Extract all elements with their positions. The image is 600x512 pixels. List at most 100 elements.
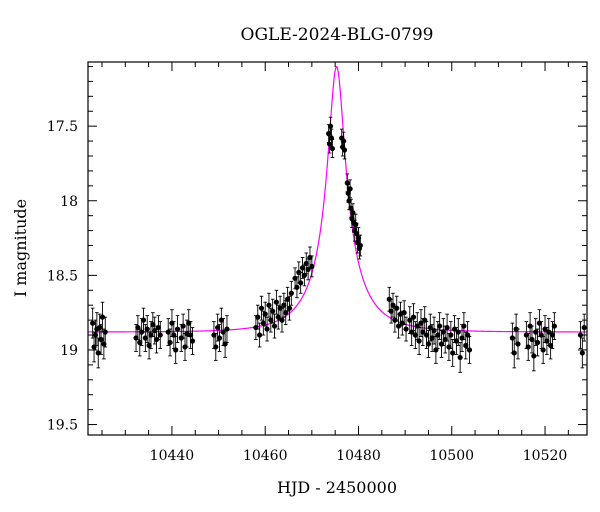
data-point [288,290,294,296]
data-point [453,338,460,344]
data-point [401,310,407,316]
data-point [427,324,433,331]
data-point [224,326,230,332]
axis-ticks-layer: 10440 10460 10480 10500 10520 17.5 18 18.5 19 19.… [47,62,587,464]
data-point [139,329,145,335]
data-point [403,326,409,332]
data-point [309,263,315,270]
data-point [260,320,266,326]
data-point [386,296,392,302]
x-tick-label: 10480 [336,448,381,464]
data-point [431,327,437,334]
model-curve-layer [87,66,587,333]
data-points-layer [90,116,587,373]
data-point [102,329,108,335]
data-point [155,324,162,331]
data-point [429,335,435,341]
data-point [182,344,188,350]
chart-title: OGLE-2024-BLG-0799 [241,25,434,45]
data-point [534,339,541,346]
data-point [277,305,283,311]
y-tick-label: 18.5 [47,268,78,284]
data-point [425,341,432,347]
data-point [327,123,334,129]
data-point [395,323,402,329]
data-point [150,321,156,328]
x-tick-label: 10520 [523,448,568,464]
data-point [416,338,422,344]
y-tick-label: 19.5 [47,418,78,434]
data-point [153,336,160,343]
data-point [450,350,456,356]
data-point [440,329,446,335]
data-point [268,317,274,323]
data-point [285,296,291,302]
data-point [326,141,333,147]
data-point [461,323,467,329]
data-point [180,323,186,329]
data-point [294,284,300,290]
data-point [388,308,394,314]
data-point [412,332,418,338]
data-point [152,327,158,334]
data-point [546,329,552,335]
data-point [275,314,281,320]
x-tick-label: 10440 [150,448,195,464]
data-point [579,350,585,356]
data-point [527,323,533,329]
x-tick-label: 10460 [243,448,288,464]
data-point [187,332,194,338]
x-tick-label: 10500 [429,448,474,464]
data-point [286,305,293,311]
data-point [173,347,179,353]
data-point [341,147,348,153]
data-point [390,302,396,308]
data-point [167,339,173,346]
y-tick-label: 17.5 [47,119,78,135]
data-point [437,323,443,329]
data-point [303,260,309,267]
data-point [392,317,398,323]
data-point [262,311,268,317]
data-point [435,332,441,338]
data-point [146,342,152,349]
data-point [298,280,304,286]
data-point [281,302,287,308]
data-point [444,324,450,331]
y-axis-label: I magnitude [11,199,30,297]
data-point [157,332,163,338]
data-point [548,342,554,349]
data-point [273,299,280,305]
data-point [511,350,517,356]
data-point [577,332,584,338]
data-point [418,320,424,326]
data-point [142,335,148,341]
data-point [533,329,539,335]
data-point [271,323,278,329]
y-tick-label: 19 [60,343,78,359]
data-point [466,347,473,353]
data-point [540,347,546,353]
data-point [264,326,270,332]
data-point [98,336,104,343]
data-point [140,317,147,323]
data-point [581,324,587,331]
data-point [448,332,454,338]
data-point [213,344,219,350]
data-point [329,145,335,152]
data-point [549,332,556,338]
data-point [513,326,519,332]
data-point [137,339,143,346]
y-tick-label: 18 [60,194,78,210]
data-point [410,314,417,320]
data-point [531,353,537,359]
data-point [258,305,265,311]
data-point [463,342,469,349]
data-point [178,335,184,341]
data-point [257,332,263,338]
data-point [357,242,363,249]
x-axis-label: HJD - 2450000 [277,478,397,497]
data-point [509,335,515,341]
data-point [165,329,171,335]
model-curve [87,66,587,333]
